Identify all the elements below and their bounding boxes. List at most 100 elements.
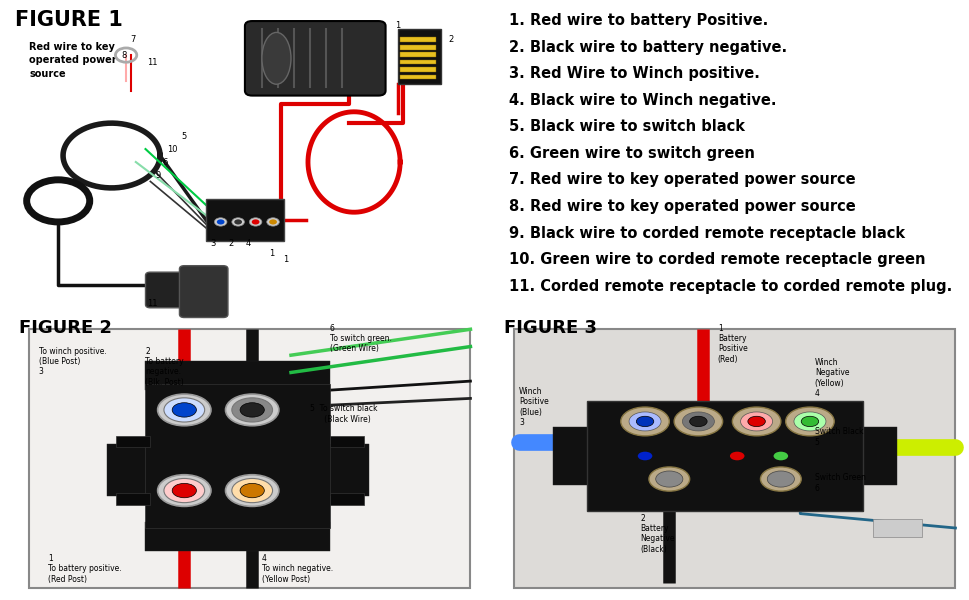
Bar [399,67,436,72]
Text: 1. Red wire to battery Positive.: 1. Red wire to battery Positive. [509,13,767,28]
Circle shape [225,475,279,506]
Circle shape [232,218,244,226]
Text: 1: 1 [283,256,289,265]
Circle shape [800,416,818,427]
Text: Winch
Negative
(Yellow)
4: Winch Negative (Yellow) 4 [814,358,849,398]
Circle shape [240,403,264,417]
Circle shape [680,452,695,460]
Text: 1
To battery positive.
(Red Post): 1 To battery positive. (Red Post) [48,554,122,584]
Text: 6. Green wire to switch green: 6. Green wire to switch green [509,146,754,161]
Text: 2: 2 [228,239,234,248]
Circle shape [655,471,682,487]
Bar [325,445,368,496]
Circle shape [251,220,259,224]
FancyBboxPatch shape [205,199,283,241]
Circle shape [232,398,272,422]
Text: 9. Black wire to corded remote receptacle black: 9. Black wire to corded remote receptacl… [509,226,904,241]
Circle shape [266,218,279,226]
Bar [145,522,329,551]
Circle shape [773,452,787,460]
Circle shape [164,478,204,503]
Text: Switch Black
5: Switch Black 5 [814,427,862,446]
Circle shape [268,220,277,224]
Bar [107,445,150,496]
Circle shape [157,394,210,426]
Circle shape [740,412,771,431]
Circle shape [628,412,661,431]
Text: 4. Black wire to Winch negative.: 4. Black wire to Winch negative. [509,92,776,107]
Text: 2
Battery
Negative
(Black): 2 Battery Negative (Black) [640,514,674,554]
Bar [399,37,436,42]
Text: 6
To switch green.
(Green Wire): 6 To switch green. (Green Wire) [329,323,391,353]
Text: 3: 3 [210,239,216,248]
Text: 1
Battery
Positive
(Red): 1 Battery Positive (Red) [717,323,747,364]
Text: 11: 11 [147,299,158,308]
Circle shape [689,416,706,427]
Circle shape [249,218,262,226]
Bar [116,436,150,448]
Text: 8: 8 [121,52,126,61]
Circle shape [234,220,242,224]
Circle shape [157,475,210,506]
Ellipse shape [262,32,291,84]
Text: 1: 1 [394,20,400,29]
Circle shape [214,218,227,226]
Text: 2: 2 [448,35,453,44]
Circle shape [172,484,196,498]
Circle shape [638,452,651,460]
Bar [145,361,329,390]
Text: 7. Red wire to key operated power source: 7. Red wire to key operated power source [509,172,855,187]
Bar [329,493,363,505]
FancyBboxPatch shape [145,272,184,308]
Text: 11: 11 [147,58,158,67]
Text: 4: 4 [245,239,251,248]
Circle shape [164,398,204,422]
FancyBboxPatch shape [586,401,862,511]
Bar [872,520,921,536]
Text: 3. Red Wire to Winch positive.: 3. Red Wire to Winch positive. [509,66,760,81]
Bar [116,493,150,505]
Text: 2
To battery
negative.
(Blk. Post): 2 To battery negative. (Blk. Post) [145,347,184,387]
Circle shape [673,407,722,436]
Text: 10. Green wire to corded remote receptacle green: 10. Green wire to corded remote receptac… [509,252,924,267]
Text: Red wire to key
operated power
source: Red wire to key operated power source [29,42,116,79]
Text: 5  To switch black
      (Black Wire): 5 To switch black (Black Wire) [310,404,378,424]
Circle shape [620,407,669,436]
Bar [399,59,436,64]
Bar [552,427,596,485]
Circle shape [785,407,833,436]
Bar [399,45,436,50]
Circle shape [240,484,264,498]
Text: 2. Black wire to battery negative.: 2. Black wire to battery negative. [509,40,787,55]
Text: Winch
Positive
(Blue)
3: Winch Positive (Blue) 3 [518,387,548,427]
Text: 4
To winch negative.
(Yellow Post): 4 To winch negative. (Yellow Post) [262,554,332,584]
Text: 1: 1 [268,249,274,258]
Text: 10: 10 [167,145,177,154]
Bar [145,384,329,528]
Bar [853,427,896,485]
Circle shape [766,471,794,487]
Text: To winch positive.
(Blue Post)
3: To winch positive. (Blue Post) 3 [39,347,107,376]
Bar [329,436,363,448]
Circle shape [732,407,780,436]
Circle shape [747,416,765,427]
Circle shape [172,403,196,417]
Circle shape [729,452,744,460]
Circle shape [217,220,224,224]
Text: 5: 5 [181,133,187,142]
Text: Switch Green
6: Switch Green 6 [814,473,864,493]
Text: 5. Black wire to switch black: 5. Black wire to switch black [509,119,744,134]
Bar [397,29,441,84]
Bar [399,74,436,79]
Circle shape [648,467,689,491]
Circle shape [793,412,825,431]
Text: 7: 7 [131,35,136,44]
Text: FIGURE 3: FIGURE 3 [504,319,597,337]
Circle shape [636,416,653,427]
Text: 9: 9 [155,171,160,180]
Circle shape [225,394,279,426]
Circle shape [760,467,800,491]
Bar [399,52,436,57]
FancyBboxPatch shape [244,21,386,95]
Text: 11. Corded remote receptacle to corded remote plug.: 11. Corded remote receptacle to corded r… [509,278,952,293]
